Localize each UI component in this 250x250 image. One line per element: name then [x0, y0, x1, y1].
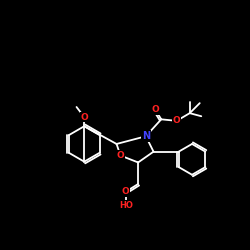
Text: O: O — [116, 151, 124, 160]
Text: O: O — [80, 112, 88, 122]
Text: O: O — [151, 105, 159, 114]
Text: N: N — [142, 131, 150, 141]
Text: HO: HO — [119, 201, 133, 210]
Text: O: O — [122, 187, 130, 196]
Text: O: O — [173, 116, 180, 125]
